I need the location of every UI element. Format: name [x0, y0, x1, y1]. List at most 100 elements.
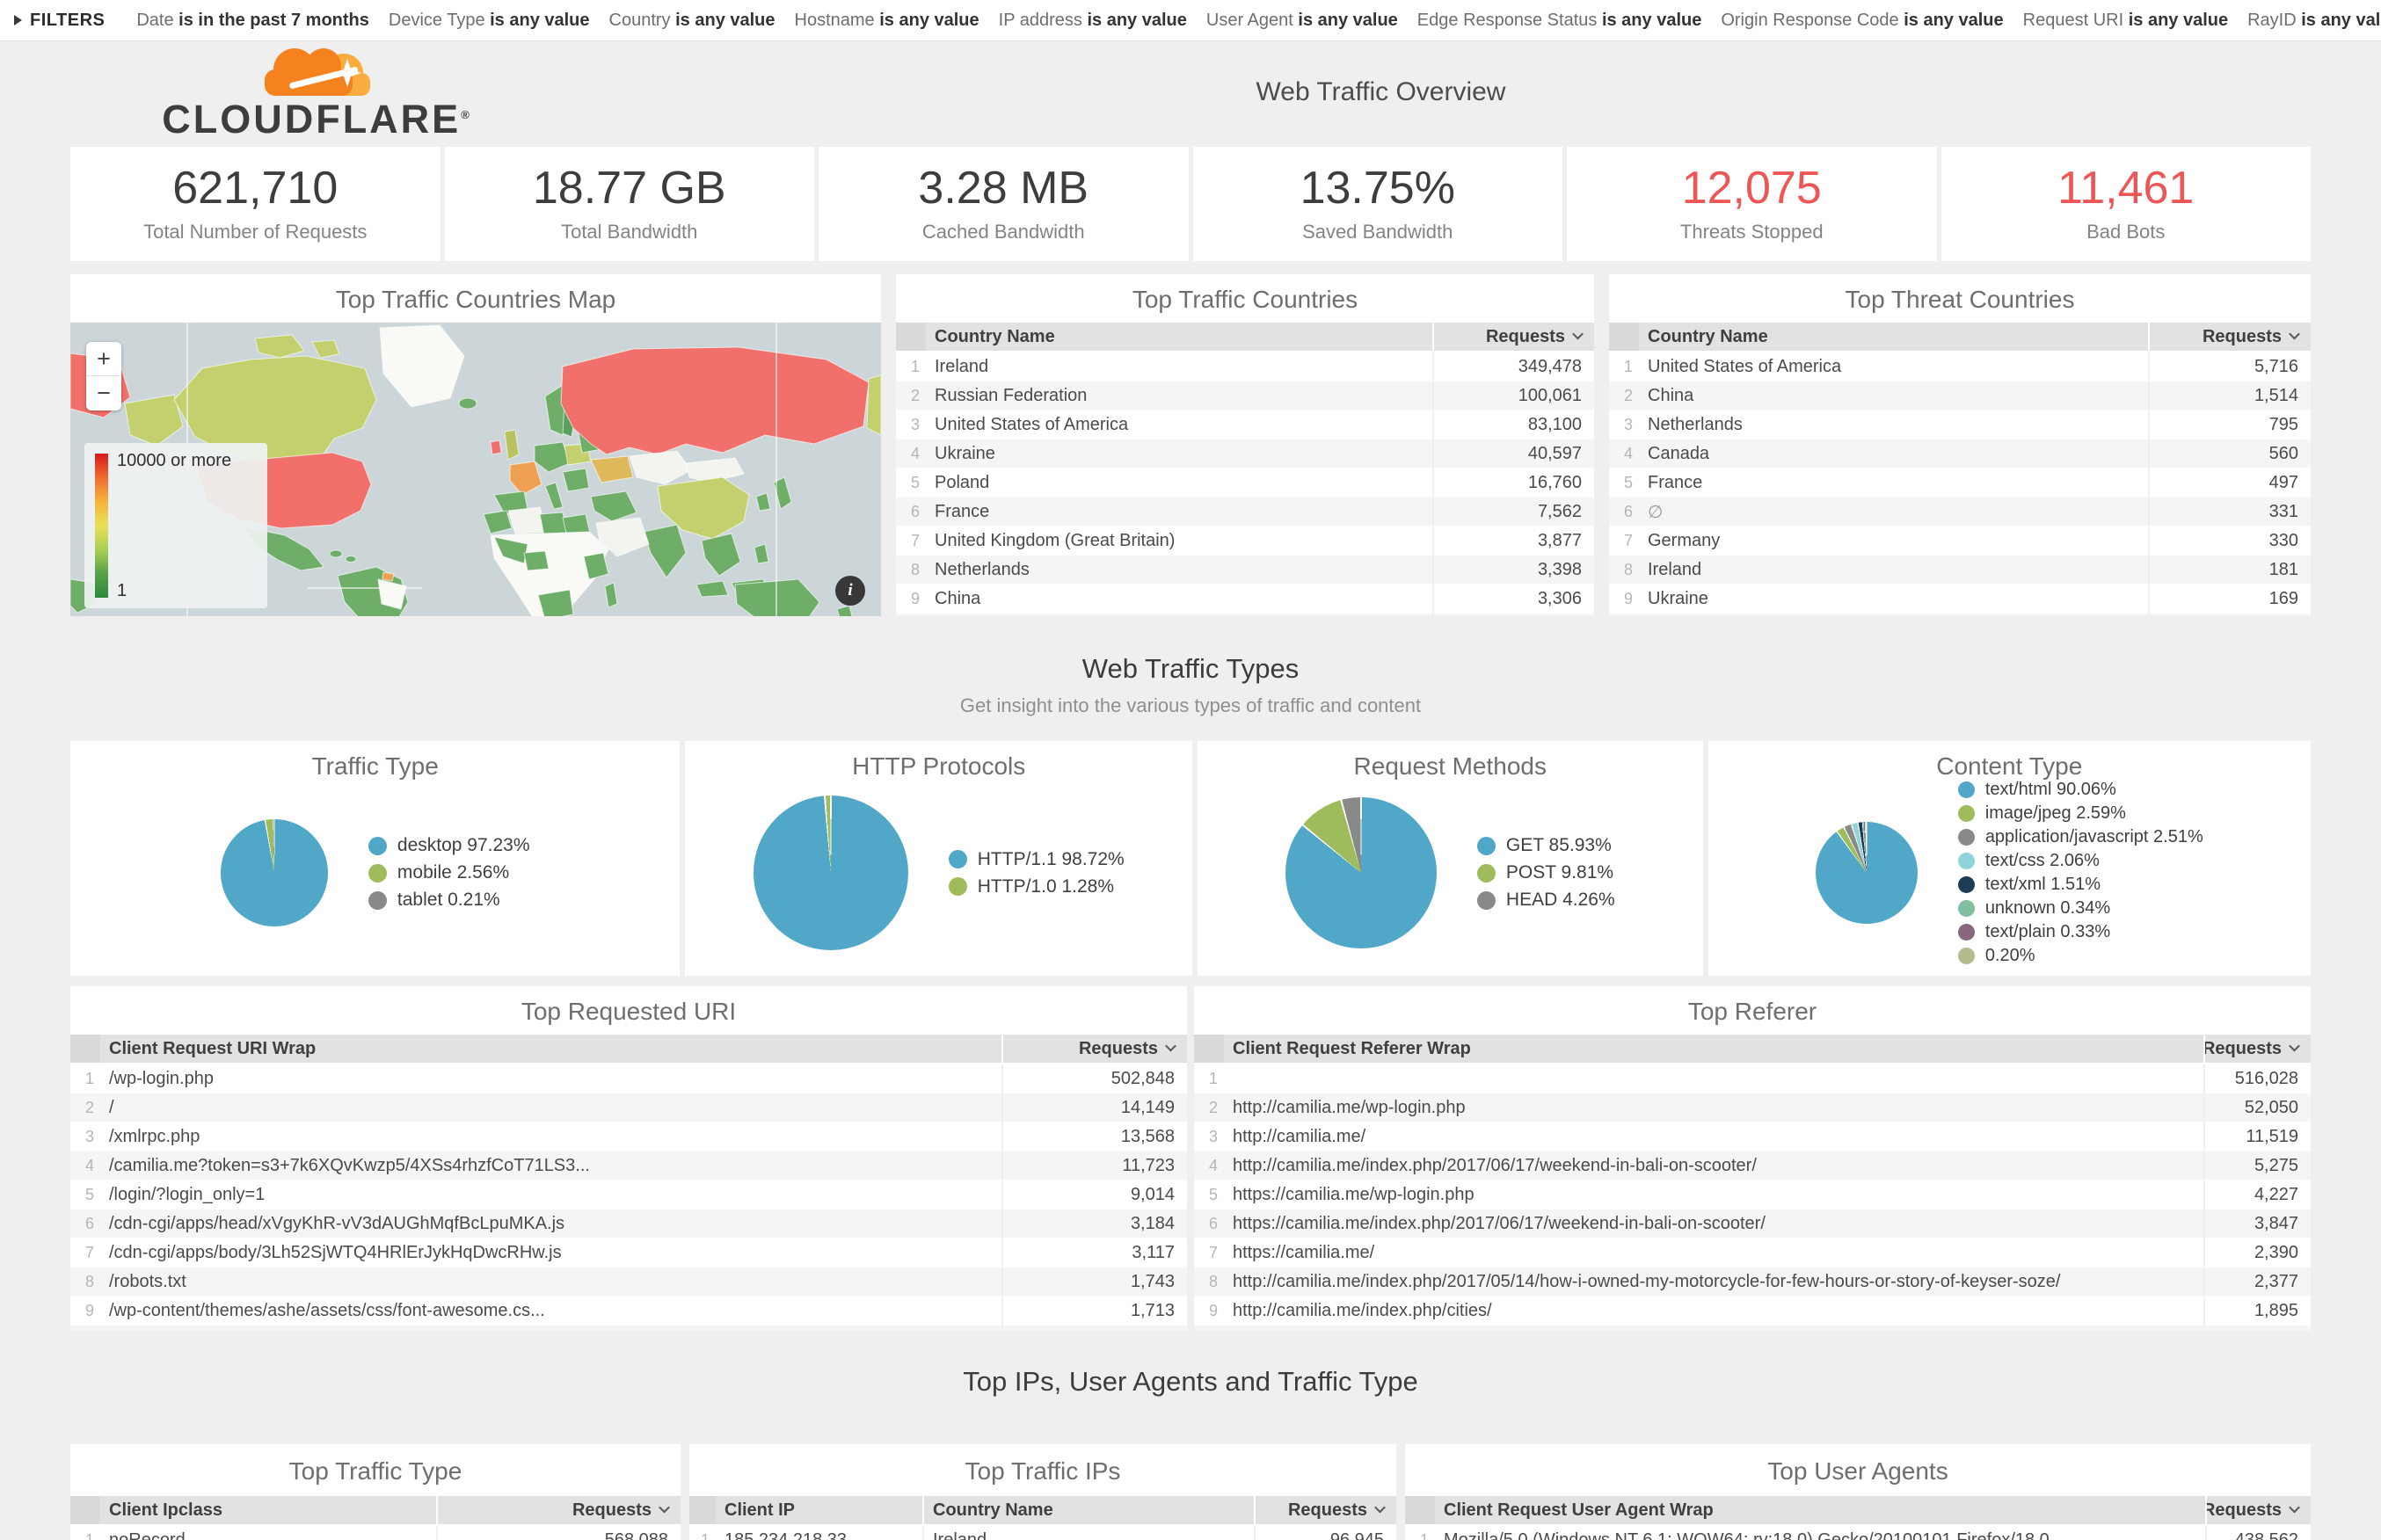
filter-item[interactable]: Device Type is any value: [388, 10, 590, 30]
row-index: 9: [70, 1297, 100, 1326]
row-index: 7: [1194, 1239, 1224, 1268]
table-body: 1 Ireland 349,478 2 Russian Federation 100,06…: [896, 352, 1594, 616]
legend-item[interactable]: mobile 2.56%: [368, 862, 530, 883]
map-zoom-out-button[interactable]: −: [86, 376, 121, 410]
table-row: 1 noRecord 568,088: [70, 1526, 681, 1540]
row-index: 4: [1609, 439, 1639, 469]
pie-panel-content-type: Content Type text/html 90.06% image/jpeg 2…: [1707, 741, 2311, 976]
column-header-requests[interactable]: Requests: [1254, 1496, 1396, 1526]
filter-item[interactable]: Edge Response Status is any value: [1416, 10, 1702, 30]
table-row: 8/robots.txt 1,743: [70, 1268, 1187, 1297]
cell-label: 185.234.218.33: [716, 1526, 922, 1540]
pie-chart[interactable]: [220, 819, 328, 926]
table-row: 7/cdn-cgi/apps/body/3Lh52SjWTQ4HRlErJykH…: [70, 1239, 1187, 1268]
row-index: 6: [1194, 1209, 1224, 1239]
cell-value: 795: [2148, 410, 2311, 439]
column-header-requests[interactable]: Requests: [2205, 1496, 2311, 1526]
legend-item[interactable]: image/jpeg 2.59%: [1957, 803, 2203, 824]
table-row: 9 Ukraine 169: [1609, 585, 2311, 614]
filter-item[interactable]: Country is any value: [608, 10, 775, 30]
row-index: 4: [70, 1151, 100, 1180]
kpi-card[interactable]: 18.77 GB Total Bandwidth: [444, 147, 814, 261]
legend-item[interactable]: text/xml 1.51%: [1957, 875, 2203, 895]
column-header-client-ipclass[interactable]: Client Ipclass: [100, 1496, 436, 1526]
filter-item[interactable]: IP address is any value: [998, 10, 1187, 30]
legend-item[interactable]: HTTP/1.1 98.72%: [948, 849, 1125, 870]
column-header-client-request-uri-wrap[interactable]: Client Request URI Wrap: [100, 1035, 1001, 1064]
legend-item[interactable]: GET 85.93%: [1476, 835, 1615, 856]
kpi-card[interactable]: 12,075 Threats Stopped: [1567, 147, 1937, 261]
pie-chart[interactable]: [753, 795, 908, 950]
cell-value: 2,390: [2203, 1239, 2311, 1268]
table-header-row: Client IP Country Name Requests: [689, 1496, 1396, 1526]
legend-item[interactable]: text/html 90.06%: [1957, 780, 2203, 800]
top-traffic-ips-title: Top Traffic IPs: [965, 1457, 1121, 1485]
cloudflare-cloud-icon: [265, 47, 370, 96]
cell-value: 40,597: [1432, 439, 1594, 469]
cell-value: 96,945: [1254, 1526, 1396, 1540]
table-row: 6 https://camilia.me/index.php/2017/06/17…: [1194, 1209, 2311, 1239]
filter-item[interactable]: Request URI is any value: [2022, 10, 2229, 30]
table-row: 10Singapore158: [1609, 614, 2311, 616]
cell-value: 4,227: [2203, 1180, 2311, 1209]
kpi-card[interactable]: 621,710 Total Number of Requests: [70, 147, 441, 261]
legend-item[interactable]: 0.20%: [1957, 946, 2203, 966]
cell-label: United Kingdom (Great Britain): [926, 527, 1432, 556]
kpi-row: 621,710 Total Number of Requests 18.77 GB T…: [70, 147, 2311, 261]
legend-item[interactable]: POST 9.81%: [1476, 862, 1615, 883]
row-index: 5: [896, 469, 926, 498]
legend-item[interactable]: tablet 0.21%: [368, 890, 530, 911]
table-body: 1 516,028 2 http://camilia.me/wp-login.php 5…: [1194, 1064, 2311, 1331]
cloudflare-wordmark: CLOUDFLARE®: [162, 96, 472, 142]
kpi-card[interactable]: 3.28 MB Cached Bandwidth: [819, 147, 1189, 261]
row-index: 10: [896, 614, 926, 616]
filters-label: FILTERS: [30, 10, 106, 30]
column-header-requests[interactable]: Requests: [1001, 1035, 1187, 1064]
row-index: 5: [1194, 1180, 1224, 1209]
column-header-requests[interactable]: Requests: [1432, 323, 1594, 352]
pie-panel-traffic-type: Traffic Type desktop 97.23% mobile 2.56% ta…: [70, 741, 681, 976]
column-header-requests[interactable]: Requests: [2203, 1035, 2311, 1064]
kpi-value: 11,461: [2057, 163, 2195, 214]
table-row: 9/wp-content/themes/ashe/assets/css/font…: [70, 1297, 1187, 1326]
kpi-value: 621,710: [172, 163, 339, 214]
kpi-card[interactable]: 11,461 Bad Bots: [1940, 147, 2311, 261]
legend-item[interactable]: unknown 0.34%: [1957, 898, 2203, 919]
table-row: 8 Ireland 181: [1609, 556, 2311, 585]
column-header-client-request-referer-wrap[interactable]: Client Request Referer Wrap: [1224, 1035, 2203, 1064]
legend-item[interactable]: text/css 2.06%: [1957, 851, 2203, 871]
pie-legend: GET 85.93% POST 9.81% HEAD 4.26%: [1476, 835, 1615, 911]
map-zoom-in-button[interactable]: +: [86, 342, 121, 376]
legend-item[interactable]: HEAD 4.26%: [1476, 890, 1615, 911]
kpi-card[interactable]: 13.75% Saved Bandwidth: [1192, 147, 1562, 261]
filter-item[interactable]: Hostname is any value: [794, 10, 979, 30]
column-header-country-name[interactable]: Country Name: [926, 323, 1432, 352]
map-info-icon[interactable]: i: [835, 576, 865, 606]
legend-item[interactable]: application/javascript 2.51%: [1957, 827, 2203, 847]
column-header-client-ip[interactable]: Client IP: [716, 1496, 922, 1526]
filter-item[interactable]: User Agent is any value: [1205, 10, 1398, 30]
column-header-client-request-user-agent-wrap[interactable]: Client Request User Agent Wrap: [1435, 1496, 2205, 1526]
cell-value: 3,117: [1001, 1239, 1187, 1268]
page-title: Web Traffic Overview: [1256, 77, 1506, 106]
sort-desc-icon: [1165, 1040, 1176, 1051]
legend-item[interactable]: text/plain 0.33%: [1957, 922, 2203, 942]
pie-chart[interactable]: [1815, 822, 1918, 924]
filter-item[interactable]: RayID is any value: [2247, 10, 2381, 30]
legend-item[interactable]: desktop 97.23%: [368, 835, 530, 856]
column-header-country-name[interactable]: Country Name: [922, 1496, 1254, 1526]
column-header-country-name[interactable]: Country Name: [1639, 323, 2148, 352]
column-header-requests[interactable]: Requests: [2148, 323, 2311, 352]
table-header-row: Country Name Requests: [1609, 323, 2311, 352]
legend-item[interactable]: HTTP/1.0 1.28%: [948, 876, 1125, 897]
legend-label: 0.20%: [1984, 946, 2035, 965]
filter-item[interactable]: Origin Response Code is any value: [1721, 10, 2004, 30]
filters-toggle[interactable]: FILTERS: [14, 11, 105, 31]
cell-label: [1224, 1064, 2203, 1093]
filter-item[interactable]: Date is in the past 7 months: [136, 10, 369, 30]
cell-label: https://camilia.me/: [1224, 1239, 2203, 1268]
table-row: 1 United States of America 5,716: [1609, 352, 2311, 381]
column-header-requests[interactable]: Requests: [436, 1496, 681, 1526]
world-map[interactable]: + − 10000 or more 1 i: [70, 323, 881, 616]
pie-chart[interactable]: [1285, 797, 1437, 948]
